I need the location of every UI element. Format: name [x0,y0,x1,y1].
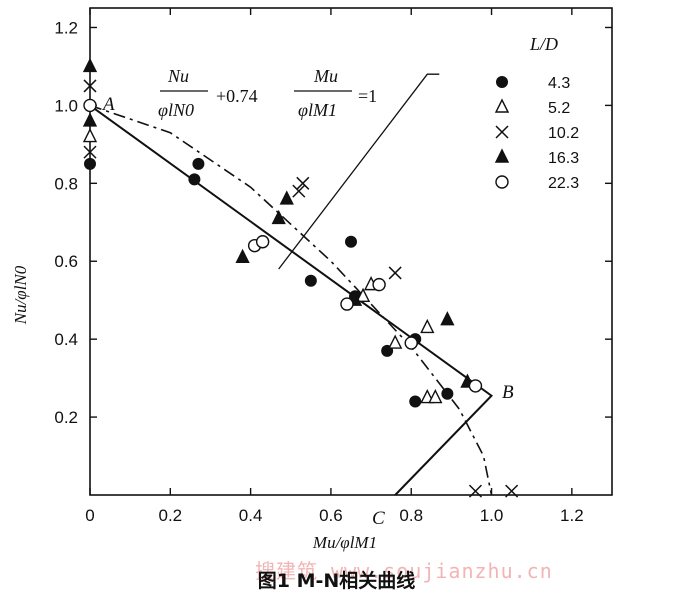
eq-frac1-num: Nu [167,66,189,86]
point-label-b: B [502,382,514,403]
point-label-c: C [372,508,385,529]
point-10_2 [505,484,519,498]
figure-caption: 图1 M-N相关曲线 [257,570,416,592]
legend-label: 5.2 [548,100,570,117]
point-10_2 [83,79,97,93]
y-tick-label: 0.4 [54,330,78,349]
curves [89,73,494,496]
x-tick-label: 0.2 [158,506,182,525]
legend-title: L/D [529,34,558,54]
point-10_2 [292,184,306,198]
point-4_3 [409,395,422,408]
point-16_3 [271,209,286,225]
point-5_2 [420,318,435,334]
point-16_3 [82,112,98,127]
point-22_3 [83,98,97,113]
eq-frac2-den: φlM1 [298,100,337,120]
axes: 0 0.2 0.4 0.6 0.8 1.0 1.2 0.2 0.4 0.6 0.8 1.0 1.2 [54,7,613,525]
point-5_2 [82,128,98,143]
point-16_3 [279,190,294,205]
x-tick-label: 0 [85,506,94,525]
legend-marker-22_3 [495,175,509,189]
legend: L/D 4.3 5.2 10.2 16.3 22.3 [494,34,579,192]
x-tick-label: 0.6 [319,506,343,525]
y-tick-label: 1.0 [54,96,78,115]
point-4_3 [345,235,357,248]
point-22_3 [340,297,354,311]
y-tick-label: 0.6 [54,252,78,271]
point-4_3 [84,157,96,170]
point-5_2 [355,287,371,303]
eq-rhs: =1 [358,86,377,106]
point-16_3 [235,248,250,264]
dashed-curve [89,104,493,496]
legend-marker-10_2 [495,125,509,139]
x-tick-label: 0.8 [399,506,423,525]
point-10_2 [83,145,97,159]
solid-line-abc [89,104,494,496]
legend-label: 22.3 [548,175,579,192]
legend-marker-4_3 [496,76,508,88]
point-22_3 [404,336,418,350]
legend-marker-16_3 [494,148,510,163]
point-22_3 [372,277,386,292]
y-tick-label: 0.2 [54,408,78,427]
y-tick-label: 0.8 [54,174,78,193]
point-4_3 [192,157,205,170]
point-4_3 [304,274,317,287]
point-16_3 [440,311,455,326]
legend-label: 10.2 [548,125,579,142]
point-5_2 [428,389,443,404]
y-tick-label: 1.2 [54,18,78,37]
legend-label: 16.3 [548,150,579,167]
x-tick-label: 0.4 [239,506,263,525]
point-10_2 [296,176,310,190]
eq-frac2-num: Mu [313,66,338,86]
point-5_2 [388,334,403,349]
x-tick-label: 1.0 [480,506,504,525]
plot-frame [89,7,613,496]
legend-marker-5_2 [494,98,510,113]
eq-coef: +0.74 [216,86,258,106]
data-points [82,57,519,498]
x-axis-title: Mu/φlM1 [312,533,377,552]
point-22_3 [255,235,270,249]
legend-label: 4.3 [548,75,570,92]
x-tick-label: 1.2 [560,506,584,525]
y-axis-title: Nu/φlN0 [11,265,30,325]
point-label-a: A [101,94,115,115]
equation: Nu φlN0 +0.74 Mu φlM1 =1 [158,66,377,120]
point-10_2 [388,266,402,280]
equation-pointer [278,73,440,270]
eq-frac1-den: φlN0 [158,100,194,120]
watermark: 搜建筑 www.soujianzhu.cn [255,559,553,583]
point-16_3 [82,57,98,73]
point-4_3 [441,387,454,400]
point-10_2 [468,484,483,498]
point-22_3 [468,379,483,393]
point-4_3 [188,173,201,186]
